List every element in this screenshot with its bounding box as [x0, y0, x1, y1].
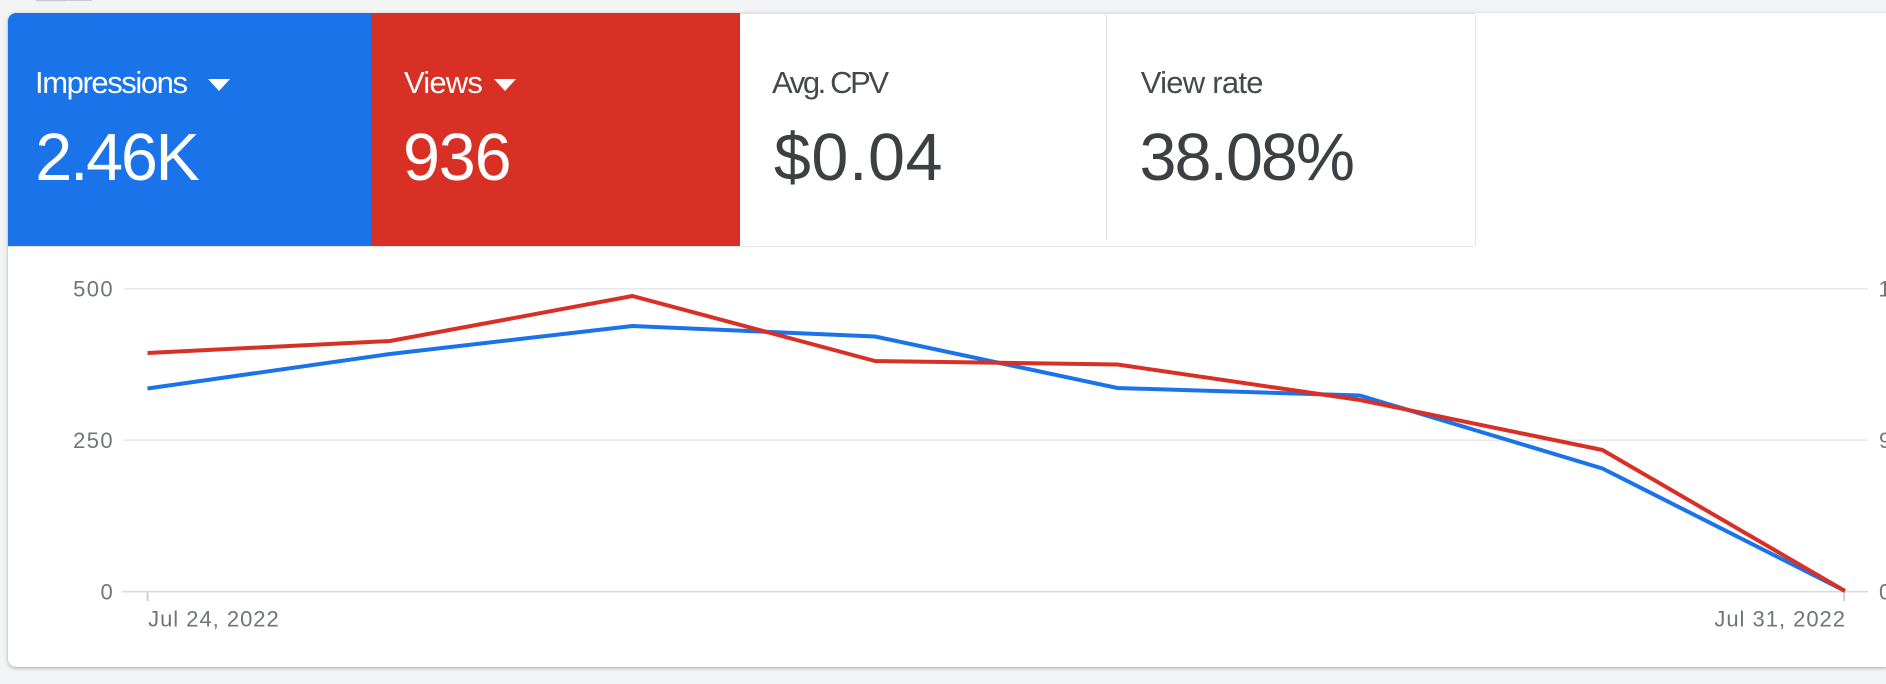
svg-text:0: 0: [100, 580, 112, 605]
svg-text:Jul 31, 2022: Jul 31, 2022: [1714, 606, 1846, 631]
svg-text:Jul 24, 2022: Jul 24, 2022: [148, 606, 280, 631]
svg-text:500: 500: [73, 277, 114, 302]
svg-text:0: 0: [1879, 580, 1886, 605]
svg-text:180: 180: [1879, 277, 1886, 302]
svg-text:90: 90: [1879, 428, 1886, 453]
svg-text:250: 250: [73, 428, 114, 453]
